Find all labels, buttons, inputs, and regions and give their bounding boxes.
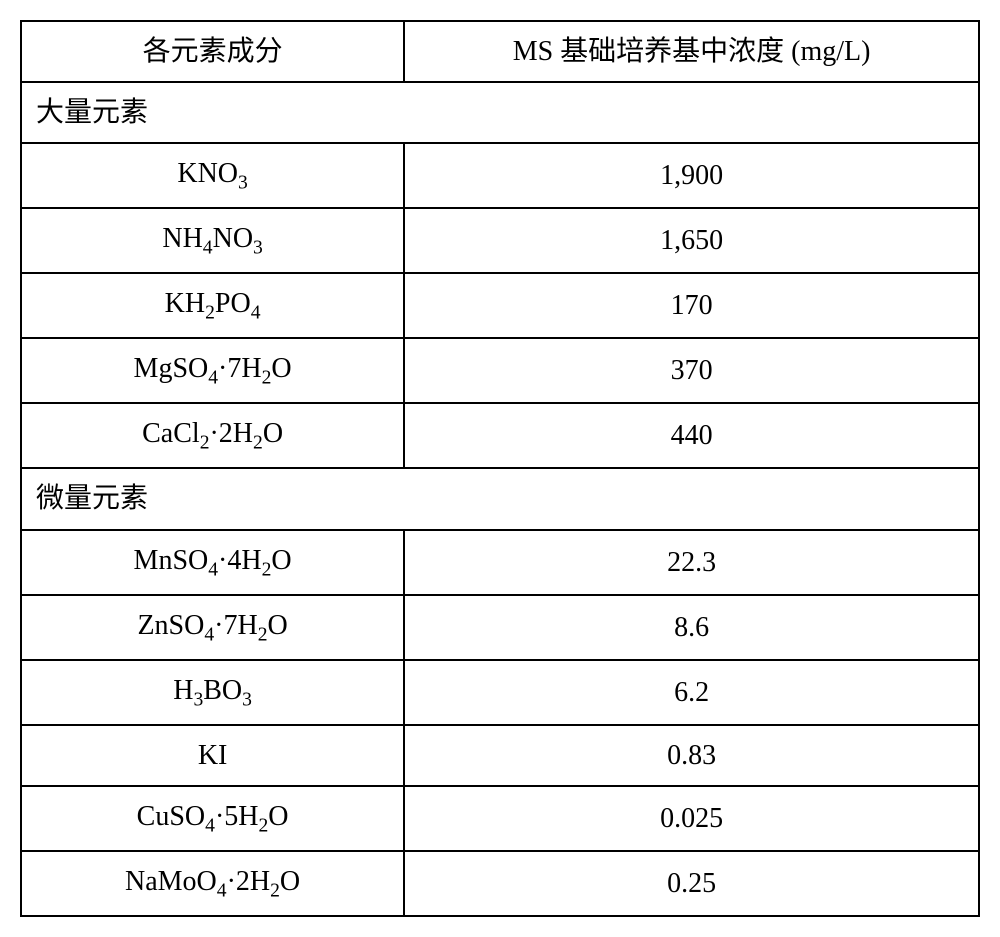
table-body: 大量元素KNO31,900NH4NO31,650KH2PO4170MgSO4·7… (21, 82, 979, 916)
value-cell: 0.025 (404, 786, 979, 851)
compound-cell: KI (21, 725, 404, 786)
compound-cell: MnSO4·4H2O (21, 530, 404, 595)
table-row: CuSO4·5H2O0.025 (21, 786, 979, 851)
compound-cell: CuSO4·5H2O (21, 786, 404, 851)
value-cell: 8.6 (404, 595, 979, 660)
value-cell: 22.3 (404, 530, 979, 595)
compound-cell: CaCl2·2H2O (21, 403, 404, 468)
table-row: H3BO36.2 (21, 660, 979, 725)
table-row: MgSO4·7H2O370 (21, 338, 979, 403)
table-row: ZnSO4·7H2O8.6 (21, 595, 979, 660)
value-cell: 1,650 (404, 208, 979, 273)
compound-cell: NaMoO4·2H2O (21, 851, 404, 916)
table-header: 各元素成分 MS 基础培养基中浓度 (mg/L) (21, 21, 979, 82)
table-header-row: 各元素成分 MS 基础培养基中浓度 (mg/L) (21, 21, 979, 82)
value-cell: 440 (404, 403, 979, 468)
table-row: NaMoO4·2H2O0.25 (21, 851, 979, 916)
compound-cell: NH4NO3 (21, 208, 404, 273)
table-row: KNO31,900 (21, 143, 979, 208)
section-title: 微量元素 (21, 468, 979, 529)
value-cell: 370 (404, 338, 979, 403)
compound-cell: KNO3 (21, 143, 404, 208)
table-row: MnSO4·4H2O22.3 (21, 530, 979, 595)
value-cell: 170 (404, 273, 979, 338)
value-cell: 0.25 (404, 851, 979, 916)
ms-medium-table-container: 各元素成分 MS 基础培养基中浓度 (mg/L) 大量元素KNO31,900NH… (20, 20, 980, 917)
table-row: KI0.83 (21, 725, 979, 786)
value-cell: 0.83 (404, 725, 979, 786)
compound-cell: KH2PO4 (21, 273, 404, 338)
column-header-component: 各元素成分 (21, 21, 404, 82)
column-header-concentration: MS 基础培养基中浓度 (mg/L) (404, 21, 979, 82)
value-cell: 1,900 (404, 143, 979, 208)
table-row: CaCl2·2H2O440 (21, 403, 979, 468)
section-header-row: 微量元素 (21, 468, 979, 529)
ms-medium-table: 各元素成分 MS 基础培养基中浓度 (mg/L) 大量元素KNO31,900NH… (20, 20, 980, 917)
compound-cell: ZnSO4·7H2O (21, 595, 404, 660)
table-row: KH2PO4170 (21, 273, 979, 338)
compound-cell: H3BO3 (21, 660, 404, 725)
section-title: 大量元素 (21, 82, 979, 143)
value-cell: 6.2 (404, 660, 979, 725)
table-row: NH4NO31,650 (21, 208, 979, 273)
section-header-row: 大量元素 (21, 82, 979, 143)
compound-cell: MgSO4·7H2O (21, 338, 404, 403)
